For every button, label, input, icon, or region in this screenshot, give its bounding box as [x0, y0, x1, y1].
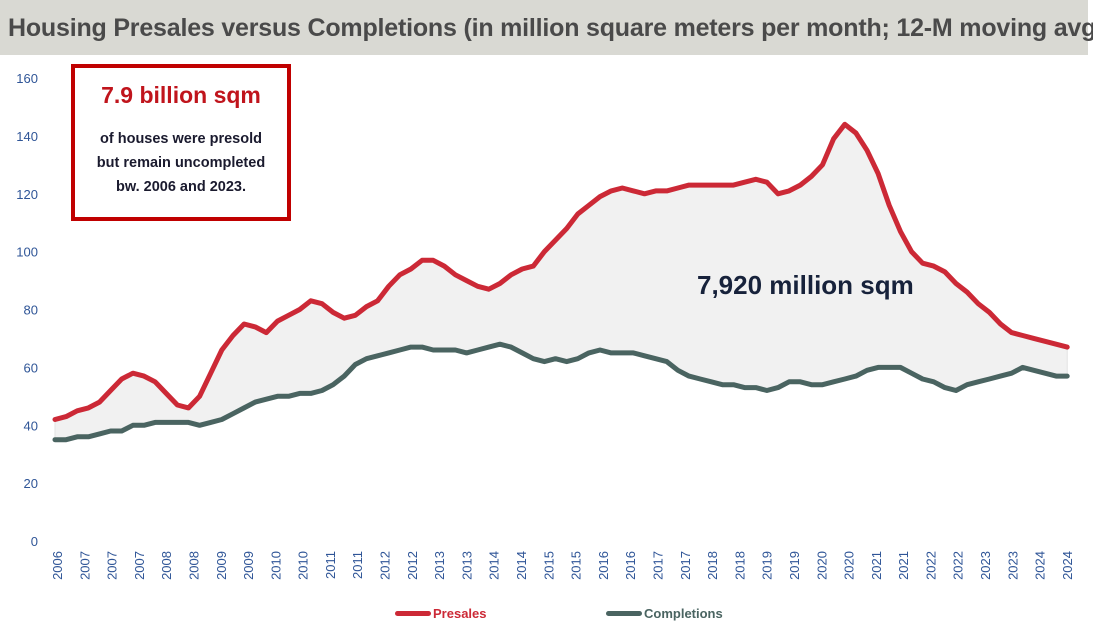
- x-tick-label: 2008: [186, 551, 201, 580]
- x-tick-label: 2017: [650, 551, 665, 580]
- x-tick-label: 2009: [241, 551, 256, 580]
- x-tick-label: 2020: [814, 551, 829, 580]
- x-tick-label: 2022: [951, 551, 966, 580]
- y-tick-label: 40: [24, 418, 38, 433]
- legend-label-completions: Completions: [644, 605, 723, 621]
- x-tick-label: 2023: [1005, 551, 1020, 580]
- x-tick-label: 2006: [50, 551, 65, 580]
- callout-body: of houses were presold but remain uncomp…: [75, 127, 287, 199]
- x-tick-label: 2018: [732, 551, 747, 580]
- x-tick-label: 2019: [760, 551, 775, 580]
- x-tick-label: 2007: [105, 551, 120, 580]
- legend-swatch-completions: [606, 610, 642, 616]
- callout-line: but remain uncompleted: [96, 155, 266, 171]
- x-tick-label: 2020: [842, 551, 857, 580]
- x-tick-label: 2013: [432, 551, 447, 580]
- y-tick-label: 20: [24, 476, 38, 491]
- x-tick-label: 2009: [214, 551, 229, 580]
- title-bar: Housing Presales versus Completions (in …: [0, 0, 1093, 55]
- y-tick-label: 160: [16, 71, 38, 86]
- x-tick-label: 2019: [787, 551, 802, 580]
- series-line-presales: [52, 121, 1070, 422]
- x-tick-label: 2008: [159, 551, 174, 580]
- y-tick-label: 140: [16, 129, 38, 144]
- y-tick-label: 120: [16, 187, 38, 202]
- x-tick-label: 2024: [1060, 551, 1075, 580]
- x-tick-label: 2011: [323, 551, 338, 579]
- gap-area-label: 7,920 million sqm: [697, 270, 914, 300]
- x-tick-label: 2016: [596, 551, 611, 580]
- y-tick-label: 100: [16, 245, 38, 260]
- x-tick-label: 2012: [405, 551, 420, 580]
- callout-line: bw. 2006 and 2023.: [115, 179, 247, 195]
- legend-item-presales: Presales: [395, 604, 487, 622]
- x-tick-label: 2015: [569, 551, 584, 580]
- x-tick-label: 2012: [378, 551, 393, 580]
- x-tick-label: 2021: [869, 551, 884, 580]
- x-tick-label: 2018: [705, 551, 720, 580]
- series-line-completions: [52, 341, 1070, 443]
- x-tick-label: 2022: [923, 551, 938, 580]
- x-tick-label: 2024: [1033, 551, 1048, 580]
- x-tick-label: 2007: [132, 551, 147, 580]
- x-tick-label: 2015: [541, 551, 556, 580]
- x-tick-label: 2014: [514, 551, 529, 580]
- legend-label-presales: Presales: [433, 605, 487, 621]
- legend-item-completions: Completions: [606, 604, 723, 622]
- x-tick-label: 2010: [268, 551, 283, 580]
- callout-box: 7.9 billion sqm of houses were presold b…: [71, 64, 291, 221]
- x-tick-label: 2011: [350, 551, 365, 579]
- x-tick-label: 2010: [296, 551, 311, 580]
- callout-line: of houses were presold: [100, 131, 262, 147]
- chart-title: Housing Presales versus Completions (in …: [8, 14, 1093, 42]
- x-tick-label: 2007: [77, 551, 92, 580]
- x-tick-label: 2023: [978, 551, 993, 580]
- x-tick-label: 2021: [896, 551, 911, 580]
- y-tick-label: 60: [24, 360, 38, 375]
- x-tick-label: 2014: [487, 551, 502, 580]
- x-tick-label: 2017: [678, 551, 693, 580]
- y-tick-label: 80: [24, 303, 38, 318]
- y-tick-label: 0: [31, 534, 38, 549]
- legend-swatch-presales: [395, 610, 431, 616]
- callout-headline: 7.9 billion sqm: [101, 82, 261, 108]
- x-tick-label: 2016: [623, 551, 638, 580]
- x-tick-label: 2013: [459, 551, 474, 580]
